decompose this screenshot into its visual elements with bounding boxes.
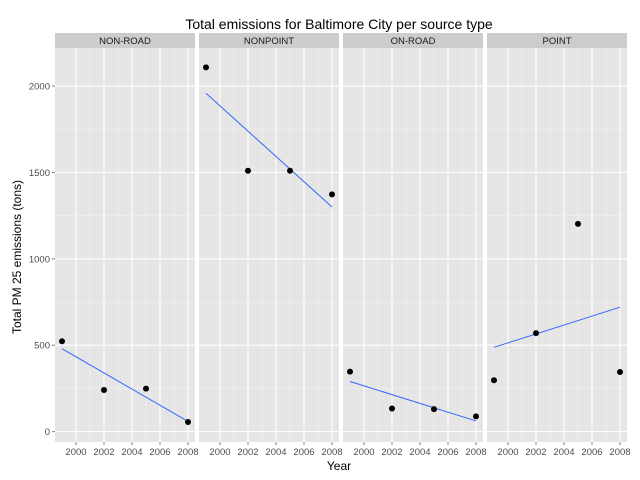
panel-background	[343, 48, 483, 442]
data-point	[59, 338, 65, 345]
facet-panel: NONPOINT 2000 2002 2004 2006 2008	[199, 33, 343, 458]
data-point	[245, 167, 251, 174]
facet-label: NONPOINT	[244, 36, 294, 47]
x-tick-label: 2004	[265, 447, 286, 458]
data-point	[101, 386, 107, 393]
panel-background	[487, 48, 627, 442]
x-tick-label: 2006	[437, 447, 458, 458]
y-axis-title: Total PM 25 emissions (tons)	[10, 180, 24, 334]
facet-label: POINT	[542, 36, 571, 47]
trend-line	[61, 348, 189, 422]
data-point	[491, 377, 497, 384]
panel-background	[199, 48, 339, 442]
data-point	[533, 330, 539, 337]
x-tick-label: 2008	[609, 447, 630, 458]
x-tick-label: 2006	[293, 447, 314, 458]
y-tick-label: 500	[34, 341, 50, 352]
facet-panel: ON-ROAD 2000 2002 2004 2006 2008	[343, 33, 487, 458]
facet-strip	[343, 33, 483, 48]
y-axis: 0 500 1000 1500 2000	[29, 82, 55, 438]
x-tick-label: 2000	[209, 447, 230, 458]
x-tick-label: 2008	[321, 447, 342, 458]
data-point	[575, 220, 581, 227]
y-tick-label: 1000	[29, 254, 50, 265]
facet-label: NON-ROAD	[99, 36, 151, 47]
facet-label: ON-ROAD	[391, 36, 436, 47]
facet-panel: NON-ROAD 2000 2002 2004 2006 2008	[55, 33, 199, 458]
data-point	[185, 418, 191, 425]
x-tick-label: 2006	[581, 447, 602, 458]
data-point	[143, 385, 149, 392]
trend-line	[493, 306, 621, 348]
x-tick-label: 2002	[525, 447, 546, 458]
x-axis-title: Year	[327, 459, 351, 473]
x-tick-label: 2002	[237, 447, 258, 458]
x-tick-label: 2000	[497, 447, 518, 458]
x-tick-label: 2006	[149, 447, 170, 458]
data-point	[431, 406, 437, 413]
trend-line	[349, 381, 477, 422]
trend-line	[205, 92, 333, 208]
data-point	[329, 191, 335, 198]
facet-panel: POINT 2000 2002 2004 2006 2008	[487, 33, 631, 458]
data-point	[203, 64, 209, 71]
facet-panels: NON-ROAD 2000 2002 2004 2006 2008 NONPOINT 2000…	[55, 33, 631, 458]
data-point	[473, 413, 479, 420]
x-tick-label: 2008	[465, 447, 486, 458]
data-point	[347, 368, 353, 375]
facet-strip	[487, 33, 627, 48]
x-tick-label: 2002	[93, 447, 114, 458]
data-point	[287, 167, 293, 174]
data-point	[617, 369, 623, 376]
x-tick-label: 2008	[177, 447, 198, 458]
x-tick-label: 2004	[121, 447, 142, 458]
data-point	[389, 405, 395, 412]
facet-strip	[199, 33, 339, 48]
x-tick-label: 2004	[553, 447, 574, 458]
x-tick-label: 2004	[409, 447, 430, 458]
y-tick-label: 0	[45, 427, 50, 438]
y-tick-label: 1500	[29, 168, 50, 179]
x-tick-label: 2000	[353, 447, 374, 458]
x-tick-label: 2000	[65, 447, 86, 458]
chart-title: Total emissions for Baltimore City per s…	[185, 16, 493, 32]
panel-background	[55, 48, 195, 442]
facet-strip	[55, 33, 195, 48]
x-tick-label: 2002	[381, 447, 402, 458]
y-tick-label: 2000	[29, 82, 50, 93]
